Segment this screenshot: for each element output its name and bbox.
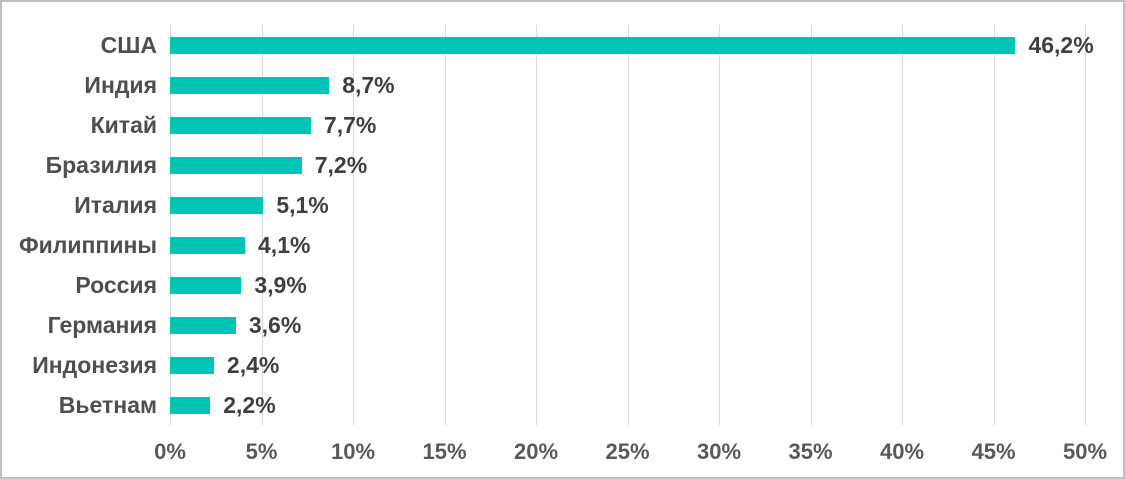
x-tick-label: 25% bbox=[605, 439, 650, 464]
value-label: 3,6% bbox=[248, 311, 302, 338]
value-label: 2,4% bbox=[226, 351, 280, 378]
bar-row: 7,7% bbox=[170, 105, 1085, 145]
bar-row: 7,2% bbox=[170, 145, 1085, 185]
bar-row: 4,1% bbox=[170, 225, 1085, 265]
x-tick-label: 50% bbox=[1062, 439, 1108, 464]
bar-row: 8,7% bbox=[170, 65, 1085, 105]
bar-row: 5,1% bbox=[170, 185, 1085, 225]
category-label: США bbox=[100, 32, 157, 58]
gridline bbox=[627, 25, 629, 425]
value-label: 46,2% bbox=[1028, 31, 1094, 58]
bar bbox=[170, 156, 302, 174]
category-label: Россия bbox=[75, 272, 157, 298]
x-tick-label: 10% bbox=[330, 439, 376, 464]
gridline bbox=[993, 25, 995, 425]
value-label: 2,2% bbox=[223, 391, 276, 418]
gridline bbox=[170, 25, 171, 425]
category-label: Германия bbox=[47, 312, 157, 338]
gridline bbox=[1085, 25, 1086, 425]
bar bbox=[170, 76, 330, 94]
gridline bbox=[536, 25, 537, 425]
x-tick-label: 35% bbox=[788, 439, 833, 464]
x-tick-label: 20% bbox=[513, 439, 559, 464]
x-tick-label: 15% bbox=[422, 439, 467, 464]
bar-row: 3,6% bbox=[170, 305, 1085, 345]
bar bbox=[170, 196, 264, 214]
category-label: Бразилия bbox=[45, 152, 157, 178]
bar-row: 2,2% bbox=[170, 385, 1085, 425]
category-label: Китай bbox=[90, 112, 157, 138]
category-label: Италия bbox=[74, 192, 157, 218]
bar bbox=[170, 116, 311, 134]
value-label: 4,1% bbox=[258, 231, 311, 258]
x-tick-label: 0% bbox=[154, 439, 186, 464]
x-tick-label: 5% bbox=[245, 439, 278, 464]
bar bbox=[170, 396, 211, 414]
category-label: Вьетнам bbox=[58, 392, 157, 418]
gridline bbox=[902, 25, 903, 425]
bar bbox=[170, 356, 214, 374]
plot-area: 46,2% 8,7% 7,7% 7,2% 5,1% 4,1% 3,9% 3,6% 2,4% 2,2… bbox=[170, 25, 1094, 425]
bar-row: 2,4% bbox=[170, 345, 1085, 385]
x-tick-label: 30% bbox=[696, 439, 742, 464]
gridline bbox=[719, 25, 720, 425]
value-label: 8,7% bbox=[342, 71, 395, 98]
value-label: 7,2% bbox=[314, 151, 368, 178]
category-label: Индонезия bbox=[32, 352, 157, 378]
gridline bbox=[810, 25, 812, 425]
x-tick-label: 40% bbox=[879, 439, 925, 464]
bar bbox=[170, 36, 1016, 54]
category-axis: США Индия Китай Бразилия Италия Филиппины Росс… bbox=[2, 25, 157, 425]
bar bbox=[170, 236, 246, 254]
category-label: Индия bbox=[84, 72, 157, 98]
gridline bbox=[444, 25, 446, 425]
x-tick-label: 45% bbox=[971, 439, 1016, 464]
bar-row: 46,2% bbox=[170, 25, 1094, 65]
gridline bbox=[261, 25, 263, 425]
value-label: 5,1% bbox=[276, 191, 329, 218]
bar bbox=[170, 276, 242, 294]
bar-row: 3,9% bbox=[170, 265, 1085, 305]
bar bbox=[170, 316, 236, 334]
category-label: Филиппины bbox=[19, 232, 157, 258]
x-axis: 0% 5% 10% 15% 20% 25% 30% 35% 40% 45% 50% bbox=[154, 435, 1107, 469]
value-label: 7,7% bbox=[323, 111, 377, 138]
gridline bbox=[353, 25, 354, 425]
value-label: 3,9% bbox=[254, 271, 307, 298]
